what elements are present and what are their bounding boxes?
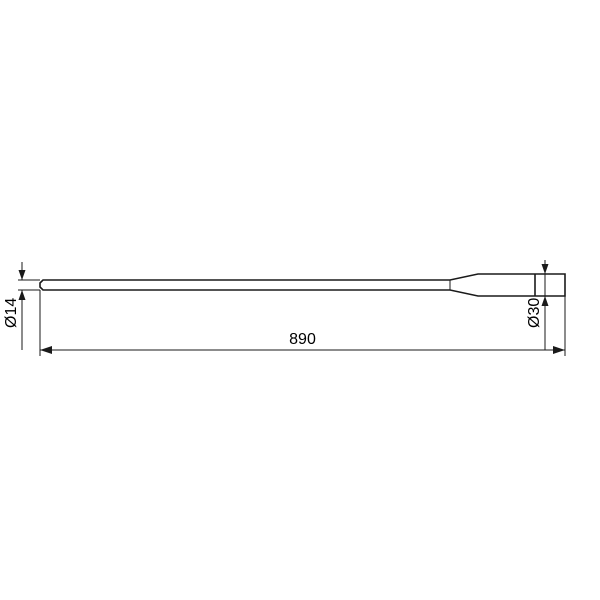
dim-arrow-right <box>553 346 565 354</box>
dim-value-dia-left: Ø14 <box>3 298 20 328</box>
dim-value-dia-right: Ø30 <box>526 298 543 328</box>
dia30-arrow-top <box>542 264 549 274</box>
dia14-arrow-top <box>19 270 26 280</box>
part-outline <box>40 274 565 296</box>
dim-arrow-left <box>40 346 52 354</box>
dim-value-length: 890 <box>289 331 316 348</box>
